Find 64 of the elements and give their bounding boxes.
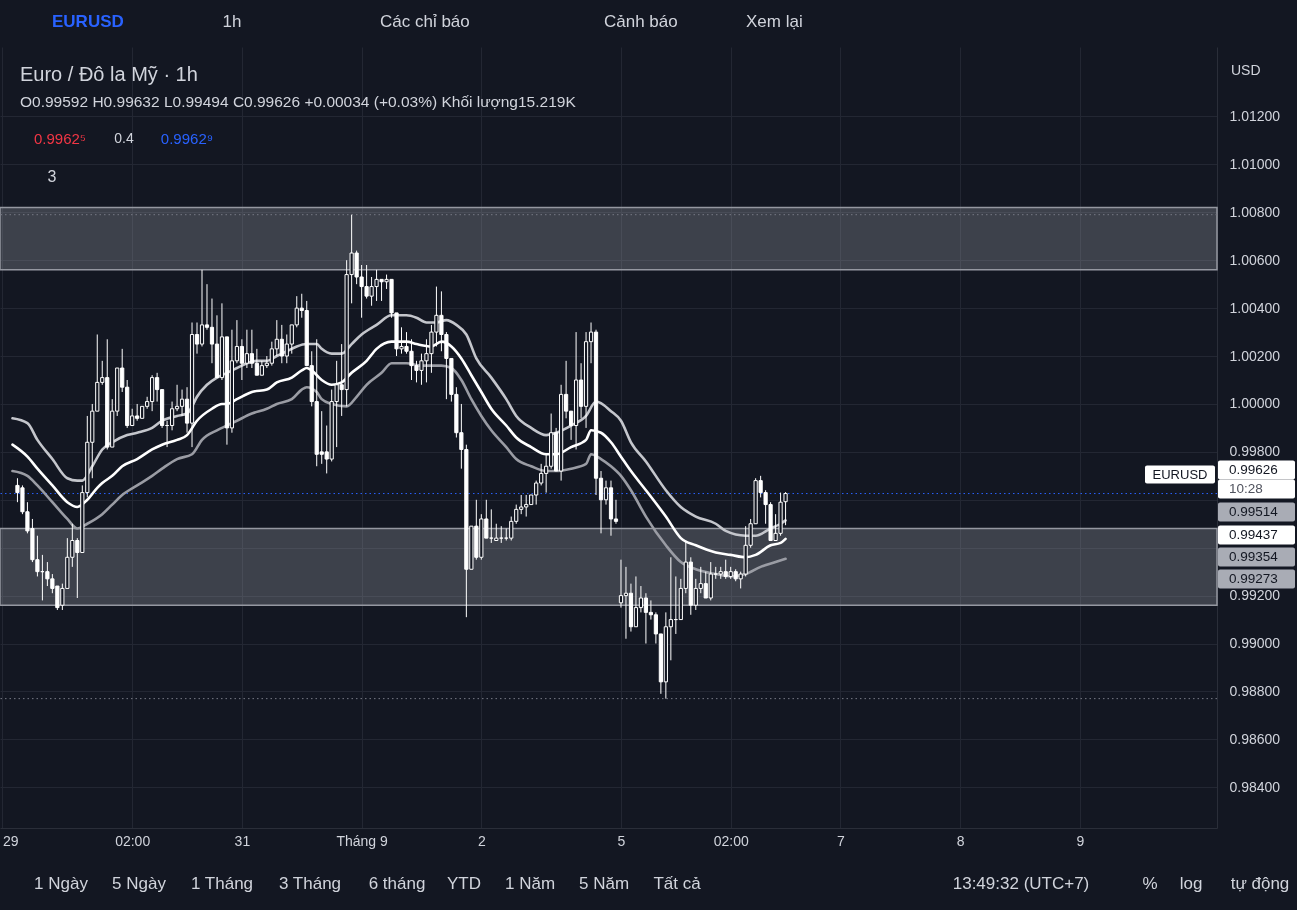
text: EURUSD: [52, 12, 124, 31]
text: 0.99354: [1229, 549, 1279, 564]
y-tick-label: 1.00400: [1229, 299, 1281, 316]
text: Cảnh báo: [604, 12, 678, 31]
line-series: [11, 361, 787, 578]
text: Các chỉ báo: [380, 12, 470, 31]
x-tick-label: 5: [617, 832, 626, 849]
x-tick-label: 02:00: [713, 832, 749, 849]
text: 1 Năm: [504, 874, 556, 893]
annotation: 0.9962⁵: [33, 130, 87, 147]
text: Xem lại: [746, 12, 803, 31]
x-tick-label: 29: [2, 832, 19, 849]
text: 0.99437: [1229, 527, 1278, 542]
candlestick: [643, 592, 649, 645]
candlestick: [783, 491, 788, 526]
text: Euro / Đô la Mỹ · 1h: [20, 63, 198, 85]
y-tick-label: 1.01200: [1229, 107, 1281, 124]
y-tick-label: 0.98800: [1229, 682, 1281, 699]
x-tick-label: 8: [956, 832, 965, 849]
text: 0.99626: [1229, 462, 1278, 477]
y-tick-label: 1.00600: [1229, 251, 1281, 268]
y-tick-label: 0.99800: [1229, 443, 1281, 460]
text: 5 Năm: [578, 874, 630, 893]
y-tick-label: 0.99000: [1229, 635, 1281, 652]
text: 0.99273: [1229, 571, 1278, 586]
y-tick-label: 1.00000: [1229, 395, 1281, 412]
x-tick-label: 9: [1076, 832, 1085, 849]
y-tick-label: 1.00800: [1229, 203, 1281, 220]
y-tick-label: 1.01000: [1229, 155, 1281, 172]
candlestick: [618, 559, 624, 609]
candlestick: [623, 566, 629, 640]
x-tick-label: Tháng 9: [336, 832, 389, 849]
text: %: [1142, 874, 1158, 893]
x-tick-label: 31: [234, 832, 251, 849]
y-tick-label: 0.98600: [1229, 730, 1281, 747]
text: 3 Tháng: [278, 874, 342, 893]
text: 6 tháng: [368, 874, 426, 893]
text: O0.99592 H0.99632 L0.99494 C0.99626 +0.00034 (+0.03%) Khối lượng15.219K: [20, 93, 577, 110]
text: tự động: [1230, 874, 1290, 893]
x-tick-label: 2: [477, 832, 486, 849]
candlestick: [708, 561, 713, 601]
text: 0.99514: [1229, 504, 1279, 519]
annotation: 0.9962⁹: [160, 130, 214, 147]
ref-line-label: EURUSD: [1152, 466, 1208, 482]
text: 1 Ngày: [34, 874, 89, 893]
candlestick: [633, 575, 639, 628]
y-tick-label: 1.00200: [1229, 347, 1281, 364]
annotation: 0.4: [114, 130, 134, 146]
text: log: [1179, 874, 1203, 893]
text: 13:49:32 (UTC+7): [952, 874, 1090, 893]
y-tick-label: 0.99200: [1229, 587, 1281, 604]
candlestick: [199, 269, 205, 347]
x-tick-label: 02:00: [115, 832, 151, 849]
text: YTD: [447, 874, 481, 893]
text: 1 Tháng: [190, 874, 254, 893]
text: 1h: [222, 12, 242, 31]
text: USD: [1231, 62, 1261, 78]
text: 5 Ngày: [112, 874, 167, 893]
x-tick-label: 7: [837, 832, 846, 849]
y-tick-label: 0.98400: [1229, 778, 1281, 795]
text: Tất cả: [653, 874, 702, 893]
text: 10:28: [1229, 481, 1263, 496]
annotation: 3: [47, 168, 57, 185]
candlestick: [169, 401, 175, 431]
